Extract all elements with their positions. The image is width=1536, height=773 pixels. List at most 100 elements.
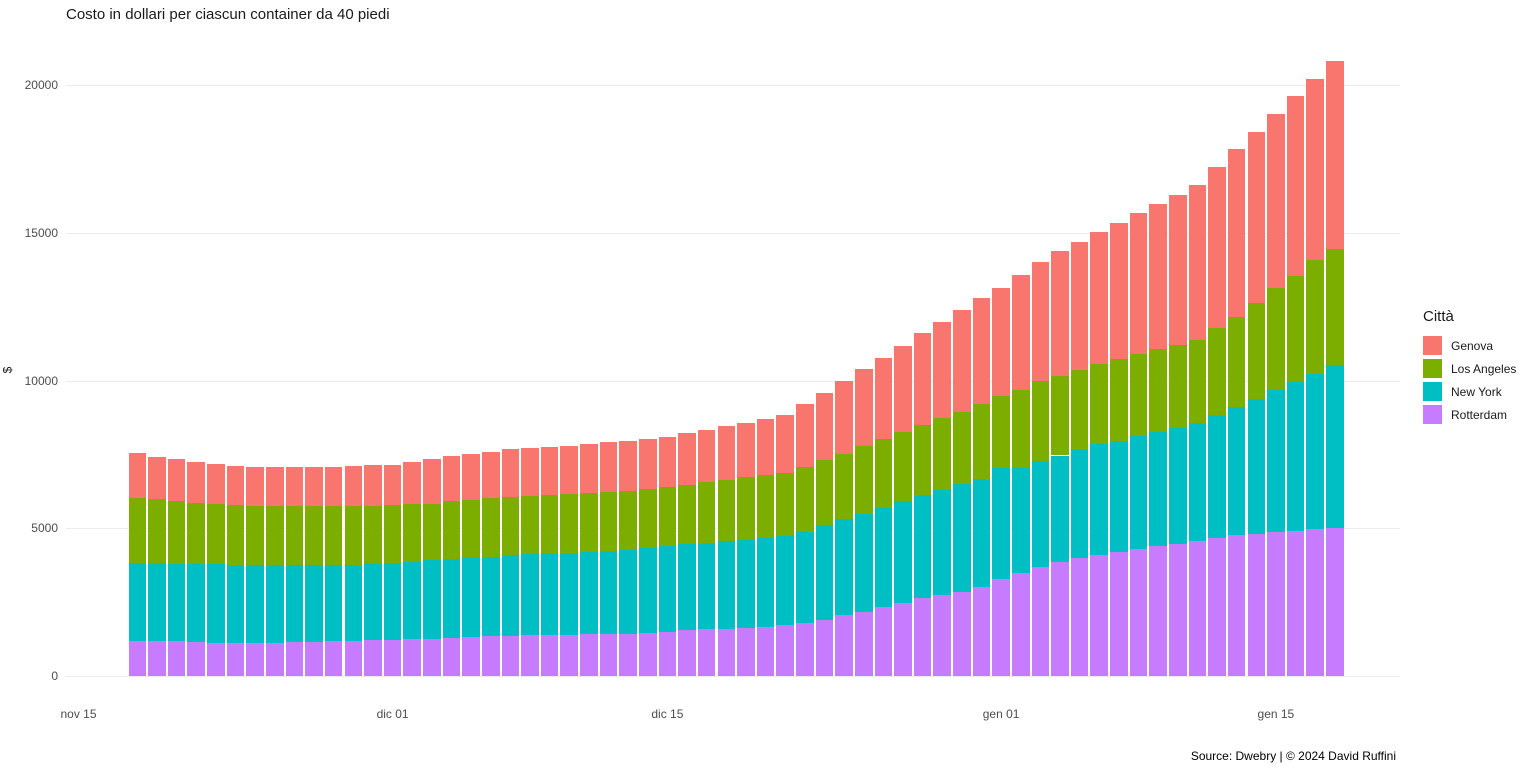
bar-segment-genova [1227,148,1246,318]
bar-segment-genova [1090,231,1109,365]
bar-segment-new-york [442,559,461,638]
bar-segment-los-angeles [992,395,1010,469]
bar-segment-genova [796,403,814,467]
bar-segment-genova [383,464,402,506]
bar-segment-rotterdam [894,602,912,676]
bar-segment-genova [933,321,952,419]
bar-segment-genova [913,333,932,426]
bar-dic-15 [658,0,677,676]
bar-segment-genova [1051,251,1069,376]
bar-segment-genova [1247,131,1266,303]
bar-segment-rotterdam [1188,541,1207,676]
bar-segment-new-york [874,508,893,607]
legend-item-genova: Genova [1423,334,1516,357]
bar-segment-los-angeles [717,480,736,542]
gridline-y-20000 [66,85,1400,87]
x-tick-label: gen 15 [1257,707,1295,721]
bar-segment-genova [894,345,912,432]
bar-segment-genova [658,436,677,488]
bar-segment-rotterdam [737,627,755,676]
bar-segment-los-angeles [128,497,147,563]
bar-segment-rotterdam [599,634,618,676]
bar-segment-los-angeles [207,504,225,565]
legend: Città Genova Los Angeles New York Rotterdam [1423,308,1516,426]
bar-segment-los-angeles [1208,327,1226,416]
bar-segment-rotterdam [128,640,147,676]
bar-segment-rotterdam [266,642,284,676]
bar-nov-18 [128,0,147,676]
bar-dic-20 [756,0,775,676]
bar-nov-26 [285,0,304,676]
bar-segment-new-york [1188,423,1207,541]
bar-segment-genova [226,466,245,506]
bar-segment-los-angeles [796,466,814,532]
bar-segment-new-york [560,552,579,635]
bar-segment-rotterdam [442,637,461,676]
bar-segment-rotterdam [697,629,716,676]
bar-segment-genova [1168,195,1187,345]
bar-segment-new-york [1208,415,1226,538]
bar-segment-los-angeles [481,498,500,557]
bar-segment-rotterdam [462,637,480,676]
bar-segment-genova [1129,212,1148,355]
bar-segment-new-york [1168,427,1187,544]
bar-dic-19 [737,0,755,676]
bar-segment-rotterdam [1090,554,1109,676]
bar-segment-rotterdam [540,635,559,676]
bar-dic-12 [599,0,618,676]
bar-segment-new-york [423,560,441,639]
bar-segment-rotterdam [1227,535,1246,676]
bar-dic-10 [560,0,579,676]
bar-gen-05 [1070,0,1089,676]
bar-segment-rotterdam [717,628,736,676]
bar-segment-rotterdam [1267,532,1285,676]
bar-segment-rotterdam [972,586,991,676]
bar-segment-new-york [521,554,539,636]
bar-segment-new-york [501,555,520,636]
bar-segment-los-angeles [305,506,323,566]
legend-item-los-angeles: Los Angeles [1423,357,1516,380]
bar-segment-rotterdam [560,634,579,676]
bar-segment-genova [756,419,775,476]
gridline-y-10000 [66,380,1400,382]
bar-segment-new-york [776,536,794,626]
bar-segment-new-york [1110,440,1128,552]
bar-segment-new-york [658,546,677,632]
legend-swatch [1423,405,1442,424]
bar-segment-los-angeles [972,404,991,480]
y-tick-label: 5000 [31,521,58,536]
bar-segment-los-angeles [894,431,912,501]
bar-dic-28 [913,0,932,676]
bar-segment-genova [246,466,264,506]
bar-segment-rotterdam [246,643,264,676]
bar-segment-new-york [540,553,559,636]
legend-item-rotterdam: Rotterdam [1423,403,1516,426]
bar-dic-24 [835,0,853,676]
bar-gen-13 [1227,0,1246,676]
bar-segment-rotterdam [776,625,794,676]
bar-nov-28 [324,0,343,676]
bar-segment-rotterdam [1031,566,1050,676]
bar-segment-new-york [1267,390,1285,533]
bar-nov-19 [148,0,166,676]
bar-segment-new-york [1031,460,1050,567]
bar-segment-los-angeles [1168,344,1187,428]
bar-segment-new-york [324,564,343,642]
bar-segment-los-angeles [1129,354,1148,437]
bar-segment-los-angeles [815,460,834,526]
bar-segment-rotterdam [756,626,775,676]
bar-segment-genova [344,466,363,506]
bar-dic-30 [953,0,971,676]
bar-segment-rotterdam [580,634,598,676]
x-tick-label: dic 01 [376,707,409,721]
bar-gen-14 [1247,0,1266,676]
bar-segment-genova [364,465,382,506]
bar-segment-rotterdam [1070,558,1089,676]
bar-segment-los-angeles [599,492,618,552]
bar-dic-26 [874,0,893,676]
bar-segment-los-angeles [580,493,598,553]
legend-item-new-york: New York [1423,380,1516,403]
bar-segment-rotterdam [1110,551,1128,676]
bar-nov-23 [226,0,245,676]
bar-segment-genova [599,442,618,493]
